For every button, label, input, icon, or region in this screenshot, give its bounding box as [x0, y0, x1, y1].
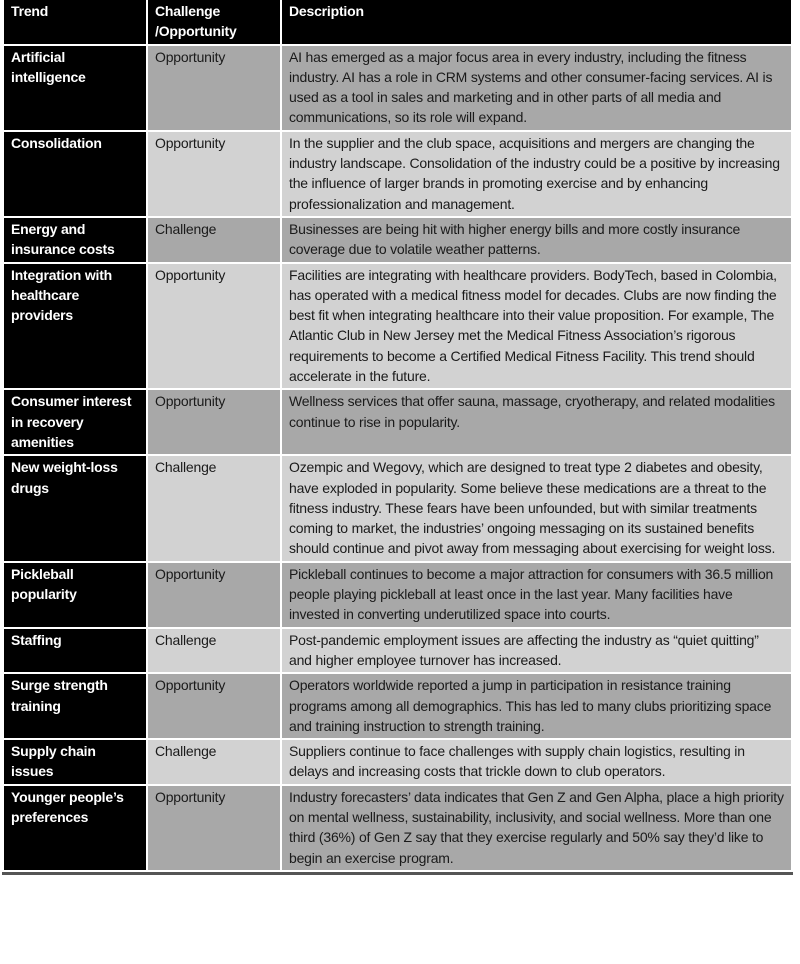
table-row: Artificial intelligence Opportunity AI h… — [4, 45, 791, 130]
description-cell: Suppliers continue to face challenges wi… — [282, 740, 791, 784]
description-cell: In the supplier and the club space, acqu… — [282, 131, 791, 216]
trend-cell: Consolidation — [4, 131, 146, 216]
description-cell: Operators worldwide reported a jump in p… — [282, 674, 791, 739]
header-row: Trend Challenge /Opportunity Description — [4, 0, 791, 44]
challenge-opportunity-cell: Opportunity — [148, 674, 280, 739]
table-row: Consumer interest in recovery amenities … — [4, 390, 791, 455]
industry-trends-table: Trend Challenge /Opportunity Description… — [2, 0, 793, 875]
challenge-opportunity-cell: Challenge — [148, 740, 280, 784]
table-row: Energy and insurance costs Challenge Bus… — [4, 217, 791, 262]
column-header-description: Description — [282, 0, 791, 44]
description-cell: Pickleball continues to become a major a… — [282, 562, 791, 627]
trend-cell: Supply chain issues — [4, 740, 146, 784]
table-row: Younger people’s preferences Opportunity… — [4, 785, 791, 870]
description-cell: Industry forecasters’ data indicates tha… — [282, 785, 791, 870]
challenge-opportunity-cell: Opportunity — [148, 45, 280, 130]
trend-cell: Younger people’s preferences — [4, 785, 146, 870]
challenge-opportunity-cell: Challenge — [148, 628, 280, 673]
trend-cell: Staffing — [4, 628, 146, 673]
table-row: Surge strength training Opportunity Oper… — [4, 674, 791, 739]
description-cell: Post-pandemic employment issues are affe… — [282, 628, 791, 673]
trend-cell: Artificial intelligence — [4, 45, 146, 130]
trend-cell: New weight-loss drugs — [4, 456, 146, 561]
description-cell: Businesses are being hit with higher ene… — [282, 217, 791, 262]
trend-cell: Pickleball popularity — [4, 562, 146, 627]
trend-cell: Energy and insurance costs — [4, 217, 146, 262]
challenge-opportunity-cell: Opportunity — [148, 785, 280, 870]
trend-cell: Integration with healthcare providers — [4, 263, 146, 389]
challenge-opportunity-cell: Challenge — [148, 456, 280, 561]
trend-cell: Surge strength training — [4, 674, 146, 739]
description-cell: Wellness services that offer sauna, mass… — [282, 390, 791, 455]
table-row: Consolidation Opportunity In the supplie… — [4, 131, 791, 216]
column-header-challenge-opportunity: Challenge /Opportunity — [148, 0, 280, 44]
description-cell: Ozempic and Wegovy, which are designed t… — [282, 456, 791, 561]
table-row: Supply chain issues Challenge Suppliers … — [4, 740, 791, 784]
challenge-opportunity-cell: Opportunity — [148, 390, 280, 455]
table-row: Pickleball popularity Opportunity Pickle… — [4, 562, 791, 627]
table-row: New weight-loss drugs Challenge Ozempic … — [4, 456, 791, 561]
column-header-trend: Trend — [4, 0, 146, 44]
description-cell: Facilities are integrating with healthca… — [282, 263, 791, 389]
table-row: Staffing Challenge Post-pandemic employm… — [4, 628, 791, 673]
challenge-opportunity-cell: Challenge — [148, 217, 280, 262]
challenge-opportunity-cell: Opportunity — [148, 131, 280, 216]
description-cell: AI has emerged as a major focus area in … — [282, 45, 791, 130]
trend-cell: Consumer interest in recovery amenities — [4, 390, 146, 455]
challenge-opportunity-cell: Opportunity — [148, 562, 280, 627]
challenge-opportunity-cell: Opportunity — [148, 263, 280, 389]
table-row: Integration with healthcare providers Op… — [4, 263, 791, 389]
